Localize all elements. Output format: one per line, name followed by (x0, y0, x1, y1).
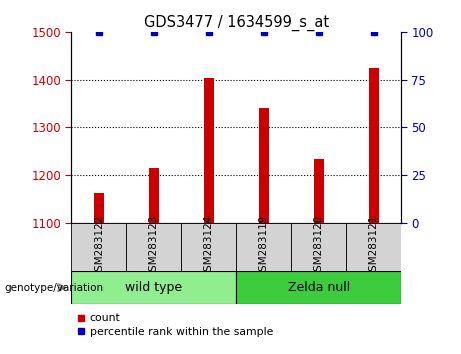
Bar (346, 223, 401, 271)
Bar (94, 193, 104, 223)
Bar (291, 223, 346, 271)
Bar (149, 168, 159, 223)
Text: GSM283120: GSM283120 (313, 214, 324, 278)
Bar (314, 159, 324, 223)
Text: wild type: wild type (125, 281, 183, 294)
Title: GDS3477 / 1634599_s_at: GDS3477 / 1634599_s_at (144, 14, 329, 30)
Bar (236, 223, 291, 271)
Bar (236, 271, 401, 304)
Bar (71, 271, 236, 304)
Bar (126, 223, 181, 271)
Text: Zelda null: Zelda null (288, 281, 350, 294)
Text: GSM283123: GSM283123 (149, 214, 159, 278)
Bar (181, 223, 236, 271)
Text: GSM283122: GSM283122 (94, 214, 104, 278)
Bar (71, 223, 126, 271)
Legend: count, percentile rank within the sample: count, percentile rank within the sample (77, 313, 273, 337)
Text: genotype/variation: genotype/variation (5, 282, 104, 293)
Bar (259, 108, 269, 223)
Text: GSM283124: GSM283124 (204, 214, 214, 278)
Bar (369, 68, 378, 223)
Bar (204, 78, 214, 223)
Text: GSM283119: GSM283119 (259, 214, 269, 278)
Text: GSM283121: GSM283121 (369, 214, 378, 278)
